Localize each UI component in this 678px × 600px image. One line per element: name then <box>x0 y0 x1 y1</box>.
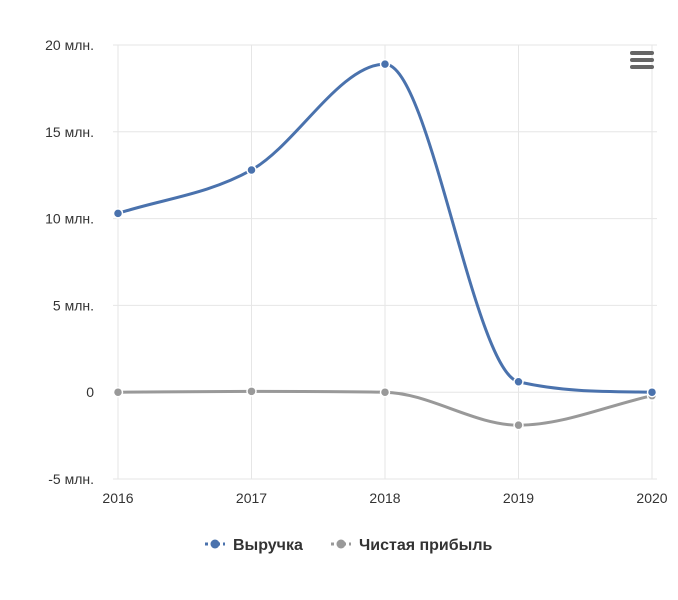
y-tick-label: 20 млн. <box>45 37 94 53</box>
legend-label: Чистая прибыль <box>359 537 492 554</box>
menu-bar-middle <box>630 58 654 62</box>
x-tick-label: 2020 <box>636 490 667 506</box>
y-axis: 20 млн. 15 млн. 10 млн. 5 млн. 0 -5 млн. <box>45 37 94 487</box>
hamburger-menu-icon[interactable] <box>630 51 654 69</box>
x-tick-label: 2016 <box>102 490 133 506</box>
x-axis: 2016 2017 2018 2019 2020 <box>102 490 667 506</box>
data-point-net-profit[interactable] <box>112 386 124 398</box>
menu-bar-top <box>630 51 654 55</box>
data-point-net-profit[interactable] <box>379 386 391 398</box>
y-tick-label: 15 млн. <box>45 124 94 140</box>
x-tick-label: 2018 <box>369 490 400 506</box>
y-tick-label: 0 <box>86 384 94 400</box>
data-point-revenue[interactable] <box>513 376 524 388</box>
legend-label: Выручка <box>233 537 303 554</box>
data-point-revenue[interactable] <box>112 208 124 219</box>
x-tick-label: 2019 <box>503 490 534 506</box>
x-tick-label: 2017 <box>236 490 267 506</box>
y-tick-label: 10 млн. <box>45 211 94 227</box>
grid-lines <box>113 44 657 480</box>
y-tick-label: -5 млн. <box>48 471 94 487</box>
data-point-net-profit[interactable] <box>513 419 524 431</box>
y-tick-label: 5 млн. <box>53 297 94 313</box>
series-line-revenue <box>116 62 654 394</box>
data-point-revenue[interactable] <box>646 386 658 398</box>
legend-marker-icon <box>210 539 220 549</box>
menu-bar-bottom <box>630 65 654 69</box>
legend-marker-icon <box>336 539 346 549</box>
data-point-revenue[interactable] <box>246 164 257 176</box>
data-point-revenue[interactable] <box>379 58 391 70</box>
series-group <box>112 58 658 431</box>
legend-item-revenue[interactable]: Выручка <box>205 537 303 554</box>
data-point-net-profit[interactable] <box>246 386 257 397</box>
legend[interactable]: Выручка Чистая прибыль <box>205 537 492 554</box>
legend-item-net-profit[interactable]: Чистая прибыль <box>331 537 492 554</box>
